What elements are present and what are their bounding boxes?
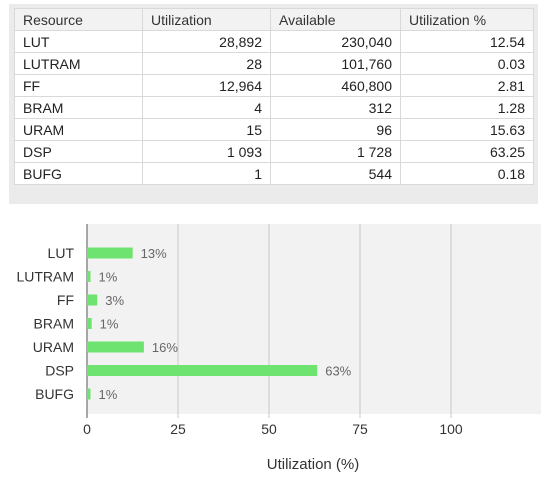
cell-available: 312	[270, 96, 401, 119]
table-row: DSP 1 093 1 728 63.25	[14, 140, 534, 163]
cell-available: 1 728	[270, 140, 401, 163]
cell-utilization: 15	[142, 118, 271, 141]
cell-utilization: 28,892	[142, 30, 271, 53]
table-row: FF 12,964 460,800 2.81	[14, 74, 534, 97]
cell-resource: BUFG	[14, 162, 143, 185]
x-tick-label: 25	[170, 421, 186, 437]
data-label: 1%	[100, 317, 119, 332]
category-label: LUTRAM	[16, 269, 74, 285]
utilization-table-panel: Resource Utilization Available Utilizati…	[9, 4, 538, 204]
cell-utilization: 28	[142, 52, 271, 75]
cell-resource: LUTRAM	[14, 52, 143, 75]
table-row: URAM 15 96 15.63	[14, 118, 534, 141]
bar	[87, 271, 91, 282]
cell-available: 230,040	[270, 30, 401, 53]
category-label: BRAM	[34, 316, 74, 332]
header-resource: Resource	[14, 8, 143, 31]
cell-available: 101,760	[270, 52, 401, 75]
data-label: 16%	[152, 340, 178, 355]
table-row: LUTRAM 28 101,760 0.03	[14, 52, 534, 75]
data-label: 1%	[99, 387, 118, 402]
x-tick-label: 100	[439, 421, 463, 437]
x-tick-label: 0	[83, 421, 91, 437]
bar	[87, 365, 318, 376]
data-label: 13%	[141, 246, 167, 261]
table-header-row: Resource Utilization Available Utilizati…	[14, 8, 534, 31]
table-row: BUFG 1 544 0.18	[14, 162, 534, 185]
data-label: 3%	[105, 293, 124, 308]
cell-utilization: 1	[142, 162, 271, 185]
cell-resource: DSP	[14, 140, 143, 163]
cell-resource: URAM	[14, 118, 143, 141]
cell-utilization-percent: 0.18	[400, 162, 534, 185]
bar	[87, 247, 133, 259]
data-label: 63%	[325, 364, 351, 379]
cell-resource: LUT	[14, 30, 143, 53]
category-label: BUFG	[35, 386, 74, 402]
x-tick-labels: 0 25 50 75 100	[83, 421, 463, 437]
utilization-bar-chart: LUT LUTRAM FF BRAM URAM DSP BUFG 13% 1% 3% 1% 16% 6…	[16, 224, 541, 473]
cell-utilization: 1 093	[142, 140, 271, 163]
bar	[87, 388, 91, 400]
header-available: Available	[270, 8, 401, 31]
plot-area	[87, 224, 541, 414]
category-label: FF	[57, 292, 74, 308]
header-utilization: Utilization	[142, 8, 271, 31]
cell-available: 96	[270, 118, 401, 141]
cell-utilization: 4	[142, 96, 271, 119]
x-tick-label: 75	[352, 421, 368, 437]
x-axis-label: Utilization (%)	[267, 456, 360, 473]
category-labels: LUT LUTRAM FF BRAM URAM DSP BUFG	[16, 245, 74, 402]
cell-available: 544	[270, 162, 401, 185]
cell-resource: FF	[14, 74, 143, 97]
x-tick-label: 50	[261, 421, 277, 437]
bar	[87, 318, 92, 329]
cell-utilization-percent: 63.25	[400, 140, 534, 163]
cell-available: 460,800	[270, 74, 401, 97]
utilization-chart: LUT LUTRAM FF BRAM URAM DSP BUFG 13% 1% 3% 1% 16% 6…	[0, 215, 550, 477]
category-label: LUT	[48, 245, 75, 261]
cell-utilization-percent: 12.54	[400, 30, 534, 53]
category-label: DSP	[45, 363, 74, 379]
cell-utilization-percent: 15.63	[400, 118, 534, 141]
cell-utilization-percent: 0.03	[400, 52, 534, 75]
cell-utilization-percent: 1.28	[400, 96, 534, 119]
cell-resource: BRAM	[14, 96, 143, 119]
table-row: LUT 28,892 230,040 12.54	[14, 30, 534, 53]
bar	[87, 341, 144, 353]
table-row: BRAM 4 312 1.28	[14, 96, 534, 119]
data-labels: 13% 1% 3% 1% 16% 63% 1%	[99, 246, 352, 402]
category-label: URAM	[33, 339, 74, 355]
cell-utilization: 12,964	[142, 74, 271, 97]
bars	[87, 247, 318, 400]
cell-utilization-percent: 2.81	[400, 74, 534, 97]
data-label: 1%	[99, 270, 118, 285]
bar	[87, 294, 98, 306]
header-utilization-percent: Utilization %	[400, 8, 534, 31]
utilization-table: Resource Utilization Available Utilizati…	[14, 8, 534, 185]
